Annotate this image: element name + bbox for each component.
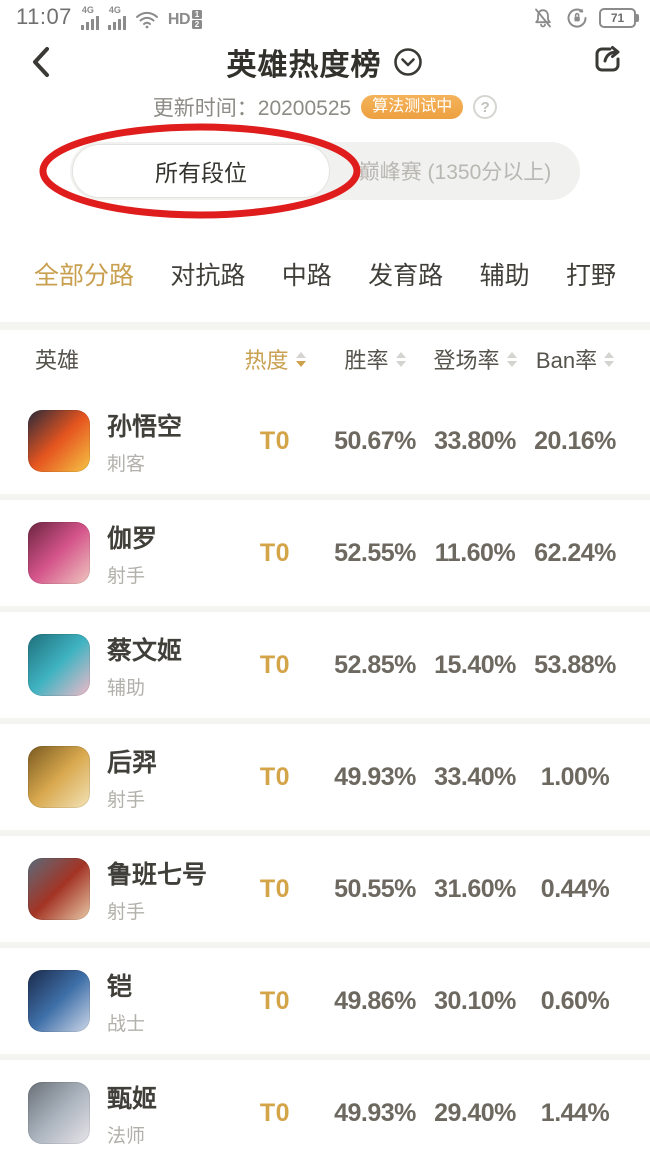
table-row[interactable]: 伽罗 射手 T0 52.55% 11.60% 62.24% [0,500,650,606]
hero-avatar [28,970,90,1032]
win-rate: 49.93% [334,1098,416,1127]
table-header: 英雄 热度 胜率 登场率 Ban率 [0,330,650,388]
lane-tabs: 全部分路 对抗路 中路 发育路 辅助 打野 [0,252,650,296]
table-row[interactable]: 后羿 射手 T0 49.93% 33.40% 1.00% [0,724,650,830]
ban-rate: 0.60% [540,986,610,1015]
status-bar: 11:07 4G 4G HD 1 2 [0,0,650,34]
table-row[interactable]: 孙悟空 刺客 T0 50.67% 33.80% 20.16% [0,388,650,494]
hero-avatar [28,1082,90,1144]
pick-rate: 11.60% [434,538,516,567]
hero-avatar [28,410,90,472]
segment-all-ranks[interactable]: 所有段位 [72,144,330,198]
signal-icon-sim1: 4G [80,6,99,30]
algorithm-test-badge: 算法测试中 [361,95,464,119]
column-banrate-sort[interactable]: Ban率 [525,343,625,375]
hero-name: 甄姬 [107,1084,158,1113]
tier-badge: T0 [259,874,291,903]
pick-rate: 29.40% [434,1098,516,1127]
hero-name: 鲁班七号 [107,860,208,889]
back-icon[interactable] [30,44,52,80]
column-hero: 英雄 [35,348,80,373]
signal-icon-sim2: 4G [107,6,126,30]
hero-list: 孙悟空 刺客 T0 50.67% 33.80% 20.16% 伽罗 射手 T0 … [0,388,650,1155]
table-row[interactable]: 鲁班七号 射手 T0 50.55% 31.60% 0.44% [0,836,650,942]
win-rate: 52.85% [334,650,416,679]
pick-rate: 31.60% [434,874,516,903]
help-icon[interactable]: ? [473,95,498,119]
hero-role: 刺客 [107,453,146,475]
win-rate: 50.55% [334,874,416,903]
pick-rate: 33.40% [434,762,516,791]
hero-name: 伽罗 [107,524,158,553]
battery-icon: 71 [599,8,639,28]
hd-volte-icon: HD 1 2 [168,10,203,30]
ban-rate: 1.00% [540,762,610,791]
share-icon[interactable] [588,40,626,78]
hero-role: 射手 [107,901,146,923]
tier-badge: T0 [259,650,291,679]
sort-arrows-heat [295,351,306,367]
rank-segment-control: 所有段位 巅峰赛 (1350分以上) [70,142,580,200]
column-heat-sort[interactable]: 热度 [225,343,325,375]
hero-role: 射手 [107,565,146,587]
hero-name: 铠 [107,972,133,1001]
sort-arrows-pickrate [506,351,517,367]
table-row[interactable]: 蔡文姬 辅助 T0 52.85% 15.40% 53.88% [0,612,650,718]
hero-role: 辅助 [107,677,146,699]
hero-name: 蔡文姬 [107,636,183,665]
segment-peak-match[interactable]: 巅峰赛 (1350分以上) [358,161,552,184]
tier-badge: T0 [259,762,291,791]
wifi-icon [135,10,159,30]
ban-rate: 20.16% [534,426,616,455]
column-pickrate-sort[interactable]: 登场率 [425,343,525,375]
tab-mid-lane[interactable]: 中路 [281,262,332,290]
rank-segment-section: 所有段位 巅峰赛 (1350分以上) [0,123,650,224]
pick-rate: 30.10% [434,986,516,1015]
page-title: 英雄热度榜 [226,49,382,82]
tier-badge: T0 [259,986,291,1015]
tier-badge: T0 [259,426,291,455]
sort-arrows-winrate [395,351,406,367]
ban-rate: 0.44% [540,874,610,903]
ban-rate: 1.44% [540,1098,610,1127]
hero-avatar [28,634,90,696]
pick-rate: 33.80% [434,426,516,455]
hero-name: 后羿 [107,748,158,777]
tier-badge: T0 [259,1098,291,1127]
section-divider [0,322,650,330]
update-row: 更新时间：20200525 算法测试中 ? [0,90,650,124]
tab-support[interactable]: 辅助 [479,262,530,290]
hero-role: 战士 [107,1013,146,1035]
tab-farm-lane[interactable]: 发育路 [368,262,444,290]
pick-rate: 15.40% [434,650,516,679]
tab-all-lanes[interactable]: 全部分路 [34,262,135,290]
win-rate: 49.93% [334,762,416,791]
hero-avatar [28,746,90,808]
table-row[interactable]: 铠 战士 T0 49.86% 30.10% 0.60% [0,948,650,1054]
column-winrate-sort[interactable]: 胜率 [325,343,425,375]
update-time-label: 更新时间：20200525 [152,97,352,120]
tab-clash-lane[interactable]: 对抗路 [170,262,246,290]
hero-avatar [28,522,90,584]
hero-name: 孙悟空 [107,412,183,441]
sort-arrows-banrate [604,351,615,367]
status-time: 11:07 [16,4,72,29]
hero-avatar [28,858,90,920]
win-rate: 49.86% [334,986,416,1015]
mute-bell-icon [531,6,555,30]
win-rate: 52.55% [334,538,416,567]
rotation-lock-icon [565,6,589,30]
ban-rate: 53.88% [534,650,616,679]
nav-header: 英雄热度榜 [0,34,650,90]
tier-badge: T0 [259,538,291,567]
table-row[interactable]: 甄姬 法师 T0 49.93% 29.40% 1.44% [0,1060,650,1155]
chevron-down-circle-icon[interactable] [392,46,424,78]
ban-rate: 62.24% [534,538,616,567]
tab-jungle[interactable]: 打野 [565,262,616,290]
win-rate: 50.67% [334,426,416,455]
hero-role: 法师 [107,1125,146,1147]
hero-role: 射手 [107,789,146,811]
